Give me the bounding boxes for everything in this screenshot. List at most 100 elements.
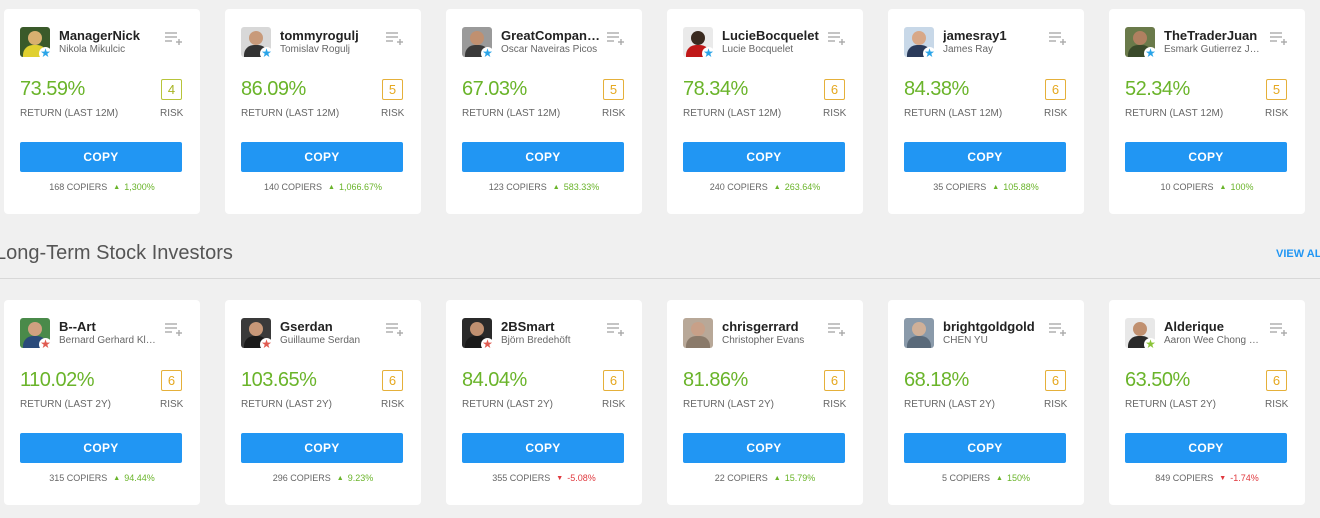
add-to-watchlist-icon[interactable]	[606, 30, 626, 46]
trend-arrow-icon: ▲	[113, 475, 121, 482]
return-label: RETURN (LAST 2Y)	[683, 399, 774, 410]
avatar-body	[686, 336, 710, 348]
avatar-head	[912, 31, 926, 45]
popular-investors-row: ★ ManagerNick Nikola Mikulcic 73.59% RET…	[0, 9, 1320, 214]
investor-card[interactable]: ★ Alderique Aaron Wee Chong Wah 63.50% R…	[1109, 300, 1305, 505]
copiers-change: 94.44%	[124, 473, 155, 483]
section-title: Long-Term Stock Investors	[0, 242, 233, 264]
investor-username[interactable]: tommyrogulj	[280, 28, 359, 43]
investor-username[interactable]: ManagerNick	[59, 28, 140, 43]
avatar-head	[691, 31, 705, 45]
investor-card[interactable]: ★ Gserdan Guillaume Serdan 103.65% RETUR…	[225, 300, 421, 505]
investor-card[interactable]: ★ jamesray1 James Ray 84.38% RETURN (LAS…	[888, 9, 1084, 214]
copiers-count: 10 COPIERS	[1160, 182, 1214, 192]
copiers-stats: 315 COPIERS ▲ 94.44%	[4, 473, 200, 483]
avatar-head	[28, 322, 42, 336]
investor-card[interactable]: ★ B--Art Bernard Gerhard Klaus 110.02% R…	[4, 300, 200, 505]
return-label: RETURN (LAST 2Y)	[241, 399, 332, 410]
investor-username[interactable]: LucieBocquelet	[722, 28, 819, 43]
add-to-watchlist-icon[interactable]	[606, 321, 626, 337]
star-icon: ★	[702, 46, 715, 60]
add-to-watchlist-icon[interactable]	[385, 321, 405, 337]
risk-score-badge: 4	[161, 79, 182, 100]
avatar[interactable]	[20, 318, 50, 348]
star-icon: ★	[260, 337, 273, 351]
investor-username[interactable]: GreatCompanies	[501, 28, 601, 43]
avatar[interactable]	[1125, 318, 1155, 348]
add-to-watchlist-icon[interactable]	[385, 30, 405, 46]
add-to-watchlist-icon[interactable]	[1048, 321, 1068, 337]
risk-score-badge: 6	[603, 370, 624, 391]
trend-arrow-icon: ▲	[996, 475, 1003, 482]
avatar-head	[470, 31, 484, 45]
investor-username[interactable]: chrisgerrard	[722, 319, 799, 334]
copiers-count: 315 COPIERS	[49, 473, 108, 483]
copy-button[interactable]: COPY	[904, 433, 1066, 463]
risk-score-badge: 6	[1045, 370, 1066, 391]
copy-button[interactable]: COPY	[462, 142, 624, 172]
add-to-watchlist-icon[interactable]	[827, 30, 847, 46]
add-to-watchlist-icon[interactable]	[164, 30, 184, 46]
investor-card[interactable]: ★ 2BSmart Björn Bredehöft 84.04% RETURN …	[446, 300, 642, 505]
copiers-count: 849 COPIERS	[1155, 473, 1214, 483]
view-all-link[interactable]: VIEW AL	[1276, 248, 1320, 260]
add-to-watchlist-icon[interactable]	[1048, 30, 1068, 46]
copiers-change: 105.88%	[1003, 182, 1039, 192]
investor-card[interactable]: ★ LucieBocquelet Lucie Bocquelet 78.34% …	[667, 9, 863, 214]
investor-card[interactable]: ★ brightgoldgold CHEN YU 68.18% RETURN (…	[888, 300, 1084, 505]
investor-card[interactable]: ★ GreatCompanies Oscar Naveiras Picos 67…	[446, 9, 642, 214]
star-icon: ★	[39, 337, 52, 351]
risk-score-badge: 6	[161, 370, 182, 391]
investor-username[interactable]: Alderique	[1164, 319, 1224, 334]
risk-score-badge: 6	[824, 370, 845, 391]
return-value: 73.59%	[20, 78, 85, 100]
add-to-watchlist-icon[interactable]	[164, 321, 184, 337]
add-to-watchlist-icon[interactable]	[1269, 321, 1289, 337]
risk-label: RISK	[160, 108, 184, 119]
trend-arrow-icon: ▲	[336, 475, 344, 482]
avatar[interactable]	[683, 318, 713, 348]
copy-button[interactable]: COPY	[1125, 142, 1287, 172]
copiers-change: 1,300%	[124, 182, 155, 192]
copy-button[interactable]: COPY	[683, 433, 845, 463]
investor-card[interactable]: ★ tommyrogulj Tomislav Rogulj 86.09% RET…	[225, 9, 421, 214]
investor-card[interactable]: ★ ManagerNick Nikola Mikulcic 73.59% RET…	[4, 9, 200, 214]
copy-button[interactable]: COPY	[1125, 433, 1287, 463]
investor-fullname: Tomislav Rogulj	[280, 44, 351, 55]
investor-username[interactable]: TheTraderJuan	[1164, 28, 1258, 43]
copy-button[interactable]: COPY	[20, 142, 182, 172]
copiers-stats: 355 COPIERS ▼ -5.08%	[446, 473, 642, 483]
investor-username[interactable]: jamesray1	[943, 28, 1007, 43]
investor-username[interactable]: brightgoldgold	[943, 319, 1035, 334]
copy-button[interactable]: COPY	[20, 433, 182, 463]
copiers-stats: 140 COPIERS ▲ 1,066.67%	[225, 182, 421, 192]
add-to-watchlist-icon[interactable]	[827, 321, 847, 337]
avatar-head	[1133, 31, 1147, 45]
avatar-background	[20, 318, 50, 348]
copiers-stats: 5 COPIERS ▲ 150%	[888, 473, 1084, 483]
copy-button[interactable]: COPY	[904, 142, 1066, 172]
investor-card[interactable]: ★ chrisgerrard Christopher Evans 81.86% …	[667, 300, 863, 505]
investor-username[interactable]: 2BSmart	[501, 319, 555, 334]
copy-button[interactable]: COPY	[683, 142, 845, 172]
copiers-stats: 168 COPIERS ▲ 1,300%	[4, 182, 200, 192]
copiers-count: 123 COPIERS	[488, 182, 547, 192]
avatar-body	[907, 336, 931, 348]
risk-label: RISK	[823, 399, 847, 410]
investor-username[interactable]: Gserdan	[280, 319, 333, 334]
copy-button[interactable]: COPY	[241, 433, 403, 463]
risk-score-badge: 6	[1266, 370, 1287, 391]
copiers-count: 35 COPIERS	[933, 182, 987, 192]
risk-label: RISK	[1044, 399, 1068, 410]
avatar[interactable]	[904, 318, 934, 348]
avatar-head	[1133, 322, 1147, 336]
investor-card[interactable]: ★ TheTraderJuan Esmark Gutierrez Juan 52…	[1109, 9, 1305, 214]
copy-button[interactable]: COPY	[241, 142, 403, 172]
copiers-change: -5.08%	[567, 473, 596, 483]
risk-label: RISK	[160, 399, 184, 410]
copy-button[interactable]: COPY	[462, 433, 624, 463]
add-to-watchlist-icon[interactable]	[1269, 30, 1289, 46]
investor-username[interactable]: B--Art	[59, 319, 96, 334]
return-value: 52.34%	[1125, 78, 1190, 100]
return-value: 67.03%	[462, 78, 527, 100]
